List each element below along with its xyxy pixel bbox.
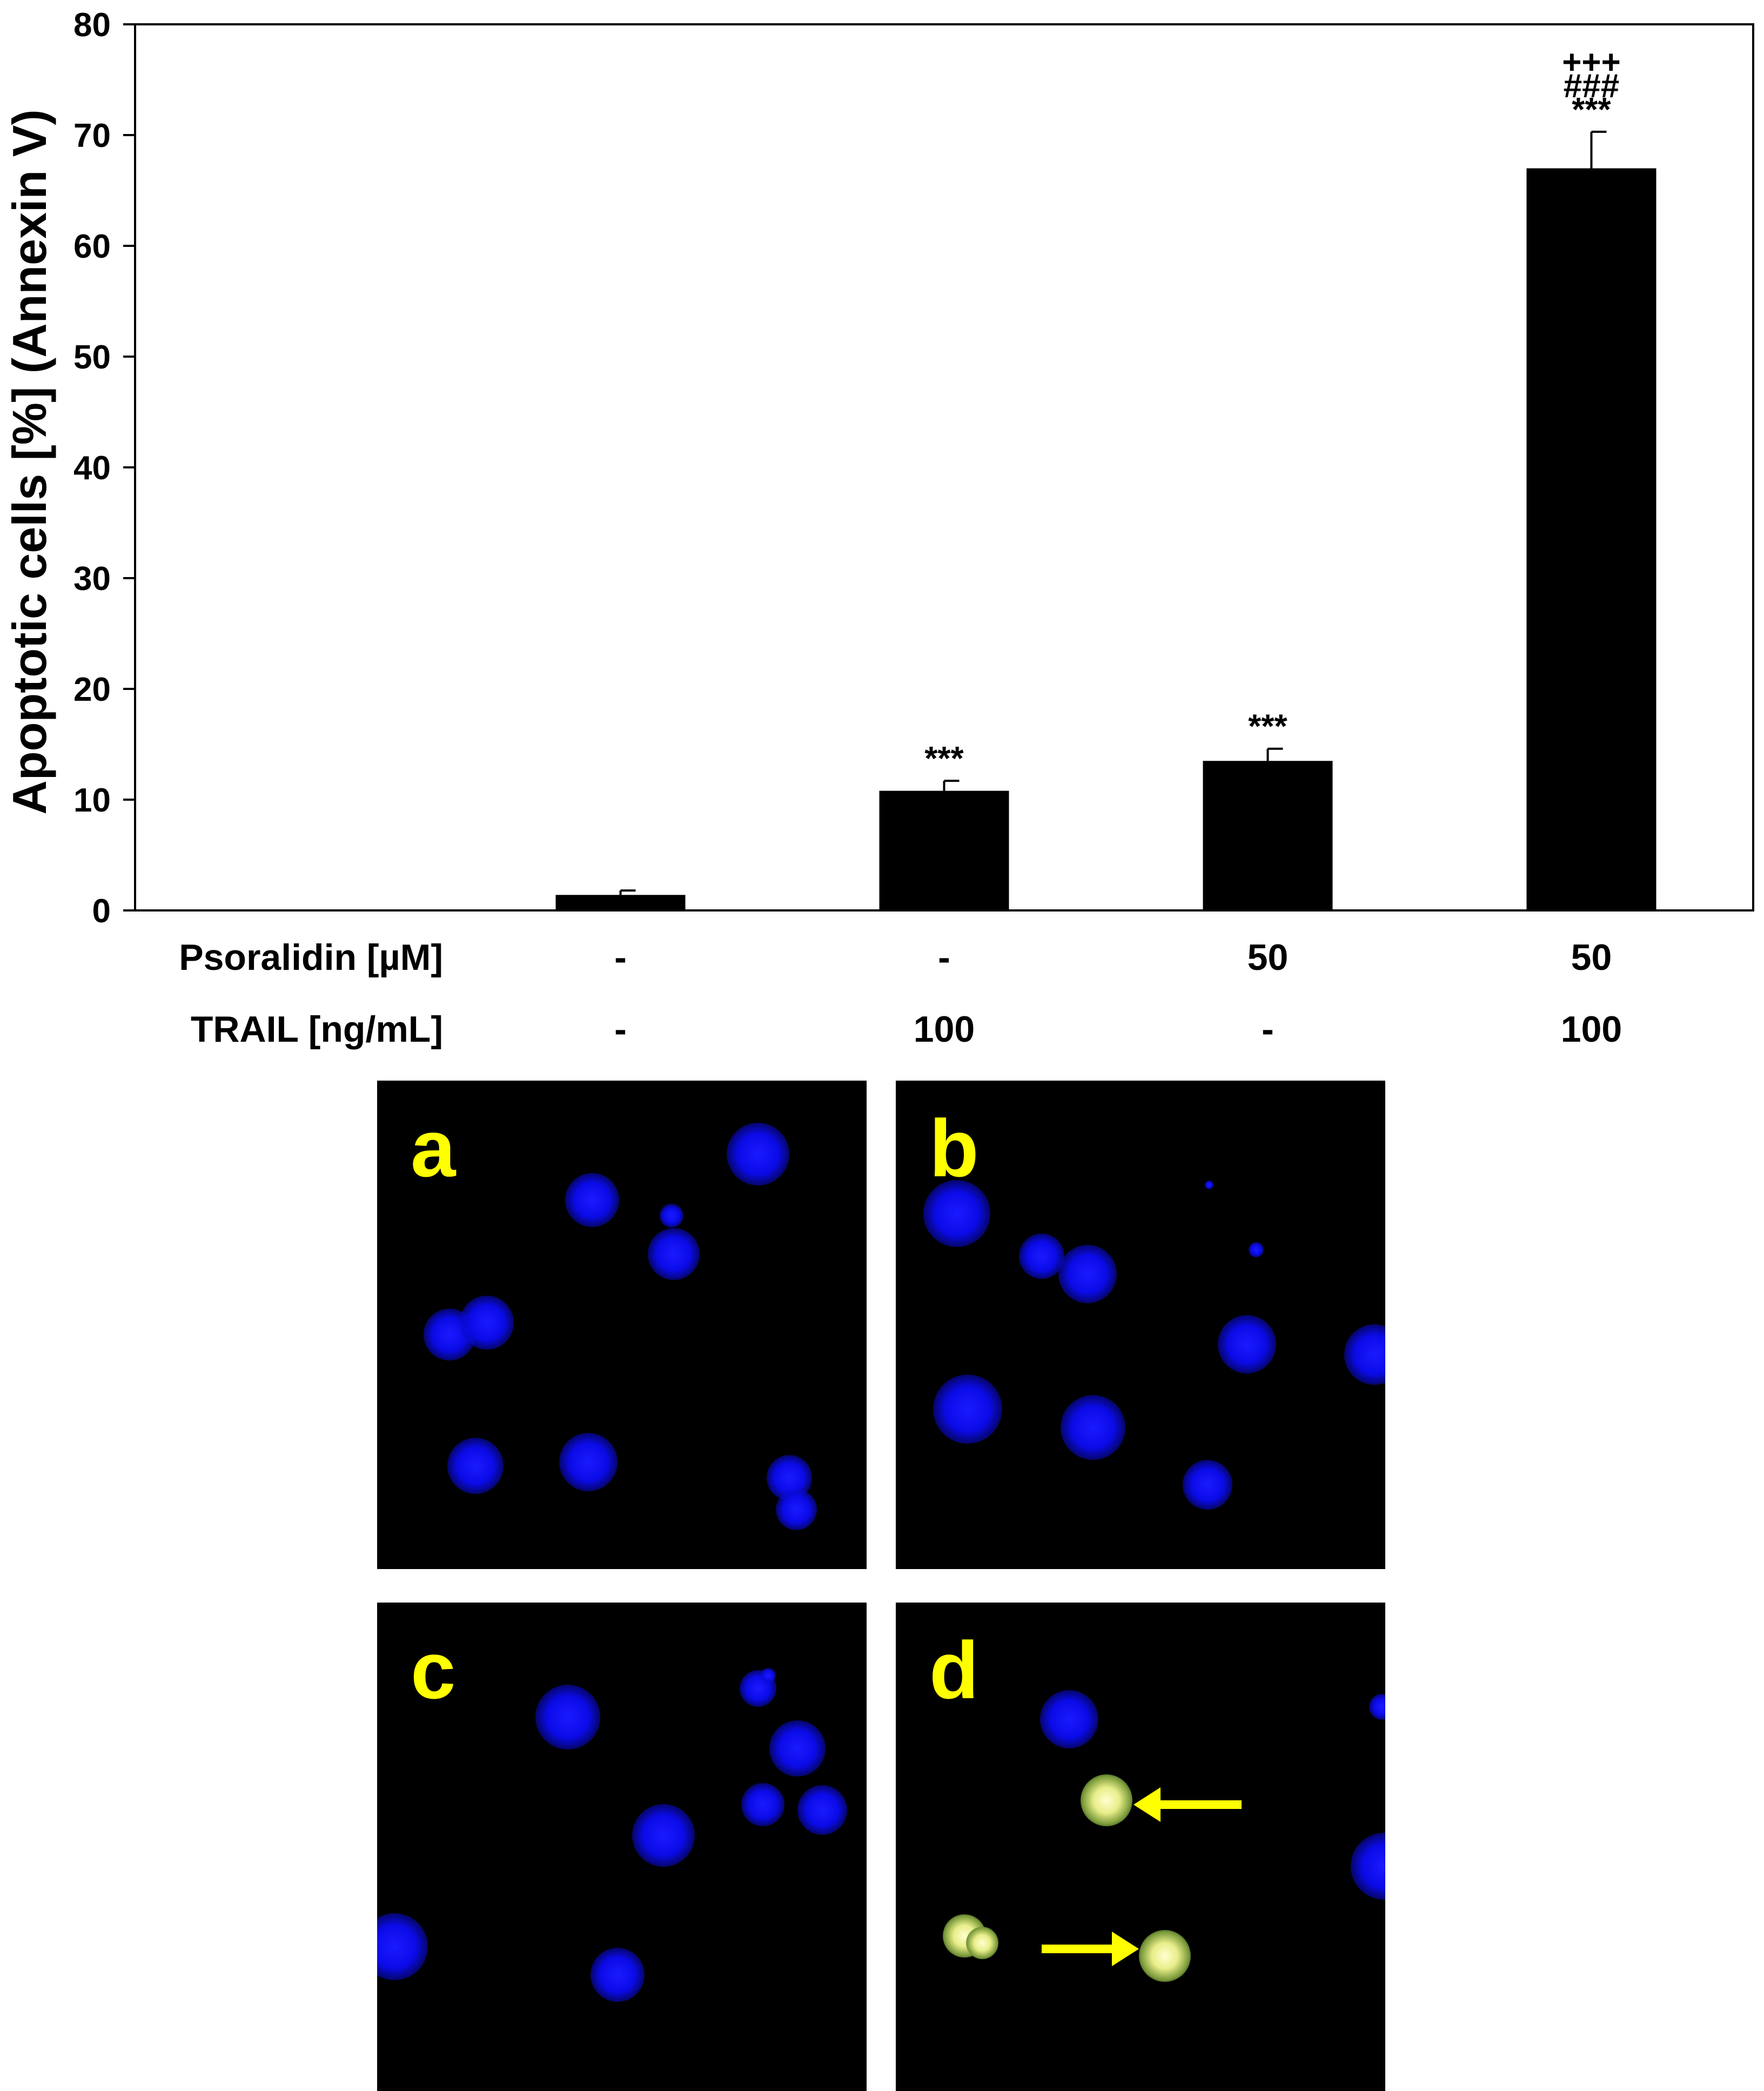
panel-label-b: b [929, 1103, 979, 1194]
significance-label: *** [924, 740, 964, 778]
apoptotic-cell [1139, 1930, 1191, 1982]
cell-nucleus [660, 1204, 683, 1228]
y-tick-label: 20 [73, 671, 111, 708]
cell-nucleus [761, 1668, 776, 1683]
micrograph-panel-b: b [896, 1081, 1385, 1569]
treatment-value: 50 [1247, 937, 1289, 978]
cell-nucleus [648, 1228, 700, 1280]
significance-label: *** [1572, 91, 1611, 129]
bars [555, 130, 1656, 910]
bar [555, 895, 686, 910]
panel-label-a: a [411, 1103, 456, 1194]
cell-nucleus [377, 1913, 428, 1980]
micrograph-panel-c: c [377, 1603, 867, 2091]
cell-nucleus [1019, 1234, 1064, 1279]
treatment-value: - [614, 1009, 627, 1050]
plot-frame [134, 23, 1754, 912]
y-tick-label: 0 [92, 893, 111, 930]
apoptotic-cell [1081, 1774, 1132, 1826]
arrow-right-icon [1042, 1932, 1139, 1966]
cell-nucleus [1061, 1395, 1125, 1460]
panel-label-c: c [411, 1625, 456, 1715]
treatment-value: - [938, 937, 950, 978]
cell-nucleus [741, 1783, 784, 1826]
y-tick-label: 60 [73, 228, 111, 265]
cell-nucleus [1344, 1324, 1385, 1385]
cell-nucleus [923, 1180, 990, 1247]
cell-nucleus [1218, 1315, 1276, 1373]
y-tick-label: 70 [73, 117, 111, 155]
y-tick-label: 30 [73, 560, 111, 598]
cell-nucleus [933, 1375, 1002, 1444]
treatment-value: 50 [1571, 937, 1612, 978]
treatment-value: - [1262, 1009, 1274, 1050]
cell-nucleus [535, 1685, 600, 1750]
cell-nucleus [776, 1489, 817, 1530]
treatment-value: 100 [914, 1009, 975, 1050]
y-tick-label: 10 [73, 782, 111, 819]
y-axis-ticks: 0 10 20 30 40 50 60 70 80 [73, 6, 135, 930]
cell-nucleus [1205, 1181, 1213, 1189]
treatment-row-label: TRAIL [ng/mL] [191, 1009, 443, 1050]
cell-nucleus [1183, 1460, 1232, 1510]
significance-label: +++ [1562, 44, 1621, 81]
treatment-value: - [614, 937, 627, 978]
micrograph-panel-d: d [896, 1603, 1385, 2091]
cell-nucleus [1249, 1242, 1264, 1257]
cell-nucleus [797, 1785, 847, 1835]
bar [879, 790, 1009, 910]
panel-label-d: d [929, 1625, 979, 1715]
significance-label: ### [1564, 68, 1619, 105]
arrow-left-icon [1133, 1787, 1242, 1822]
cell-nucleus [559, 1433, 618, 1491]
cell-nucleus [1058, 1245, 1117, 1303]
cell-nucleus [460, 1296, 514, 1350]
cell-nucleus [447, 1438, 504, 1494]
significance-label: *** [1248, 708, 1287, 746]
micrograph-panel-a: a [377, 1081, 867, 1569]
apoptotic-cell [966, 1927, 998, 1959]
significance-annotations: *********###+++ [924, 44, 1621, 778]
cell-nucleus [1040, 1690, 1098, 1748]
cell-nucleus [727, 1123, 789, 1185]
cell-nucleus [591, 1948, 645, 2002]
bar [1203, 761, 1333, 910]
cell-nucleus [565, 1173, 619, 1227]
treatment-table: Psoralidin [µM] - - 50 50 TRAIL [ng/mL] - 100 - 1… [179, 937, 1622, 1050]
y-tick-label: 50 [73, 339, 111, 376]
y-axis-label: Apoptotic cells [%] (Annexin V) [3, 109, 56, 814]
arrow-overlay [1042, 1787, 1242, 1966]
cell-nucleus [769, 1720, 826, 1777]
bar [1526, 168, 1656, 910]
treatment-row-label: Psoralidin [µM] [179, 937, 443, 978]
cell-nucleus [632, 1804, 695, 1867]
y-tick-label: 80 [73, 6, 111, 44]
treatment-value: 100 [1561, 1009, 1622, 1050]
y-tick-label: 40 [73, 450, 111, 487]
